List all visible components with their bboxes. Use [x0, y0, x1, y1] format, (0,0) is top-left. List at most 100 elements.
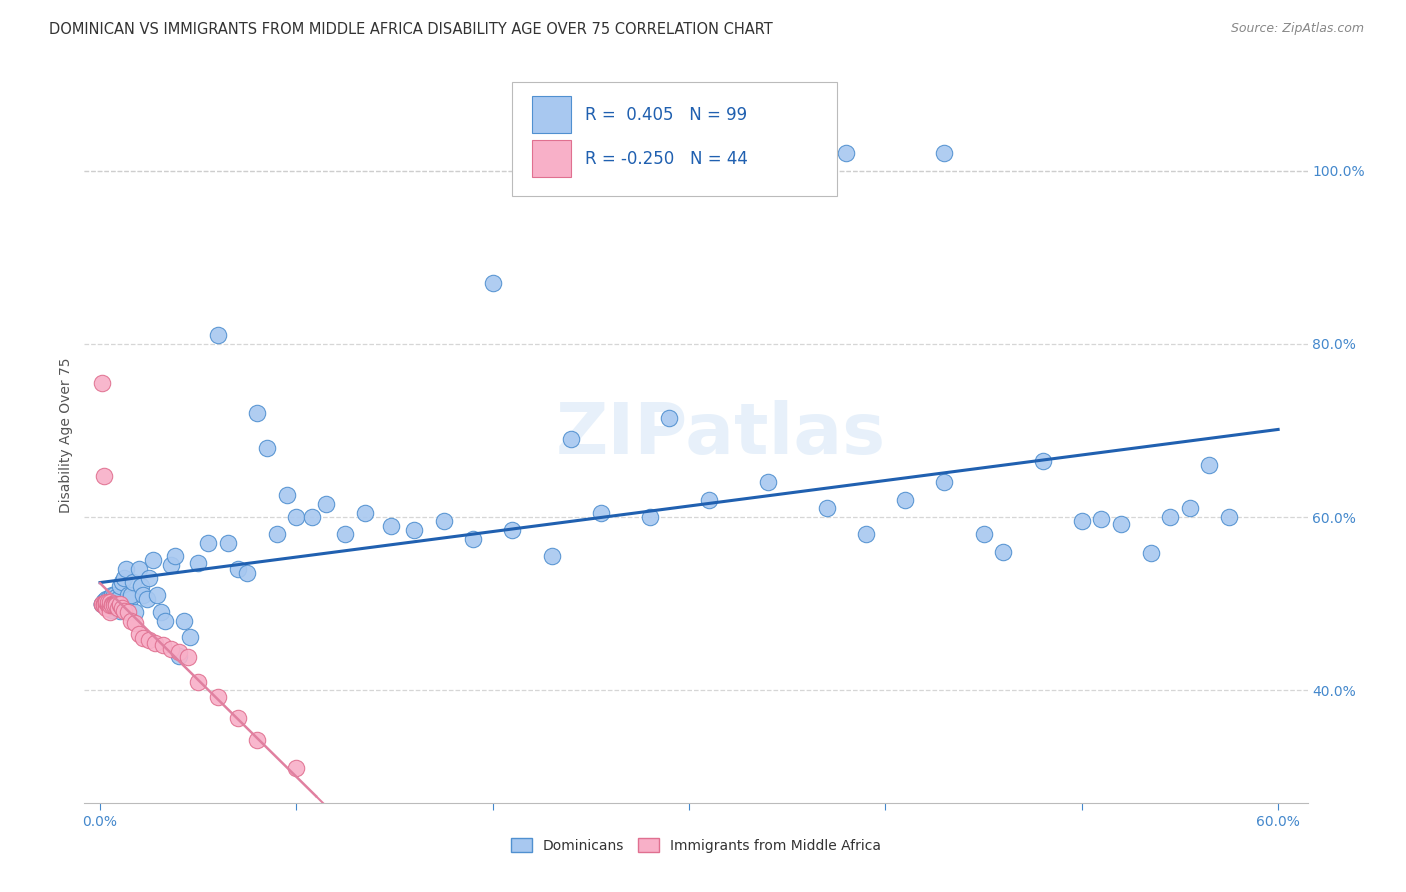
Point — [132, 632, 155, 646]
Point — [433, 515, 456, 529]
Point — [91, 597, 114, 611]
Point — [138, 633, 160, 648]
Point — [108, 604, 131, 618]
Point — [266, 527, 288, 541]
Point — [481, 277, 503, 291]
Point — [118, 592, 141, 607]
Point — [108, 597, 131, 611]
Point — [463, 532, 485, 546]
Point — [136, 592, 159, 607]
Point — [315, 497, 337, 511]
Point — [94, 595, 117, 609]
Point — [177, 650, 200, 665]
Point — [152, 638, 174, 652]
Point — [128, 627, 150, 641]
Point — [97, 595, 120, 609]
Point — [167, 648, 190, 663]
Point — [98, 599, 121, 613]
Point — [697, 492, 720, 507]
Point — [207, 328, 229, 343]
Point — [93, 597, 115, 611]
Point — [276, 488, 298, 502]
Point — [94, 597, 117, 611]
Point — [112, 601, 135, 615]
Point — [107, 601, 129, 615]
Point — [97, 599, 120, 613]
Point — [589, 506, 612, 520]
FancyBboxPatch shape — [513, 81, 837, 195]
Point — [108, 579, 131, 593]
Point — [335, 527, 357, 541]
Point — [107, 592, 129, 607]
Point — [256, 441, 278, 455]
Point — [97, 599, 120, 613]
Point — [94, 597, 117, 611]
Point — [104, 590, 127, 604]
Point — [104, 597, 127, 611]
Point — [835, 146, 858, 161]
Point — [187, 556, 209, 570]
Point — [124, 605, 146, 619]
FancyBboxPatch shape — [531, 96, 571, 133]
Point — [103, 588, 125, 602]
Point — [112, 604, 135, 618]
Point — [94, 599, 117, 613]
Point — [111, 575, 134, 590]
Point — [122, 575, 145, 590]
Point — [540, 549, 562, 563]
Point — [117, 588, 139, 602]
Point — [112, 571, 135, 585]
Point — [129, 579, 152, 593]
Point — [117, 605, 139, 619]
Point — [1031, 454, 1053, 468]
Point — [98, 605, 121, 619]
Point — [103, 597, 125, 611]
Point — [93, 597, 115, 611]
Point — [104, 594, 127, 608]
Point — [1218, 510, 1240, 524]
Point — [97, 597, 120, 611]
Text: R =  0.405   N = 99: R = 0.405 N = 99 — [585, 106, 747, 124]
Point — [1159, 510, 1181, 524]
Point — [217, 536, 239, 550]
Point — [91, 597, 114, 611]
Point — [97, 601, 120, 615]
Point — [149, 605, 172, 619]
Point — [973, 527, 995, 541]
Point — [114, 562, 136, 576]
Point — [146, 588, 169, 602]
Point — [173, 614, 195, 628]
Point — [153, 614, 176, 628]
Point — [93, 468, 115, 483]
Point — [108, 599, 131, 613]
Point — [404, 523, 426, 537]
Point — [1070, 515, 1092, 529]
Point — [1139, 546, 1161, 560]
Point — [855, 527, 877, 541]
Point — [163, 549, 186, 563]
Point — [94, 595, 117, 609]
Point — [93, 599, 115, 613]
Point — [98, 597, 121, 611]
Point — [103, 599, 125, 613]
Point — [354, 506, 377, 520]
Point — [226, 711, 249, 725]
Point — [111, 601, 134, 615]
Point — [380, 518, 402, 533]
Point — [91, 597, 114, 611]
Point — [159, 558, 181, 572]
Point — [132, 588, 155, 602]
Point — [187, 674, 209, 689]
Text: ZIPatlas: ZIPatlas — [555, 401, 886, 469]
Point — [159, 641, 181, 656]
Text: Source: ZipAtlas.com: Source: ZipAtlas.com — [1230, 22, 1364, 36]
Point — [107, 597, 129, 611]
Point — [94, 601, 117, 615]
Point — [111, 599, 134, 614]
Point — [142, 553, 165, 567]
Point — [285, 510, 308, 524]
Text: DOMINICAN VS IMMIGRANTS FROM MIDDLE AFRICA DISABILITY AGE OVER 75 CORRELATION CH: DOMINICAN VS IMMIGRANTS FROM MIDDLE AFRI… — [49, 22, 773, 37]
Point — [934, 475, 956, 490]
Point — [246, 406, 269, 420]
Point — [226, 562, 249, 576]
